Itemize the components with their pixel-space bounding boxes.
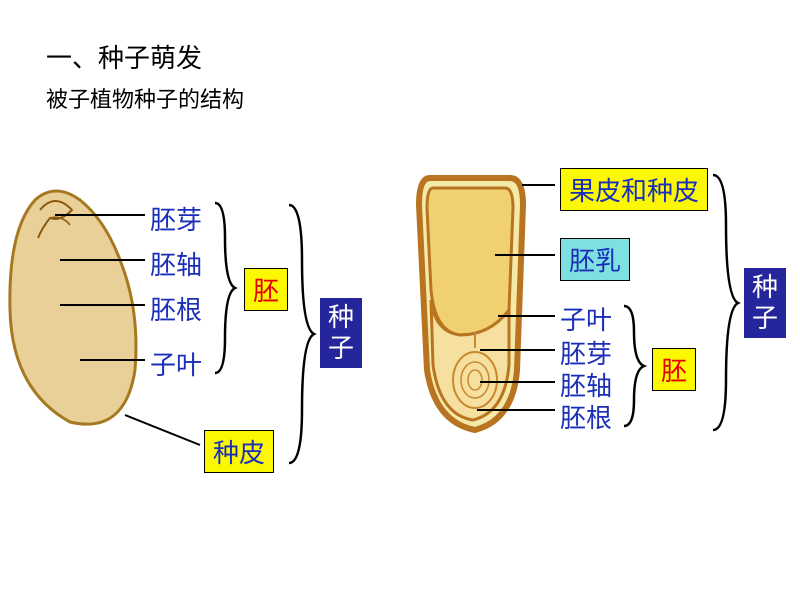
- right-leader-lines: [0, 0, 800, 600]
- right-label-4: 胚根: [560, 398, 612, 435]
- right-label-1: 子叶: [560, 300, 612, 337]
- right-endosperm-box: 胚乳: [560, 238, 630, 281]
- right-seed-brace: [708, 170, 743, 435]
- right-embryo-box: 胚: [652, 348, 696, 391]
- right-seed-box: 种 子: [744, 268, 786, 338]
- right-embryo-brace: [620, 302, 648, 430]
- right-pericarp-box: 果皮和种皮: [560, 168, 708, 211]
